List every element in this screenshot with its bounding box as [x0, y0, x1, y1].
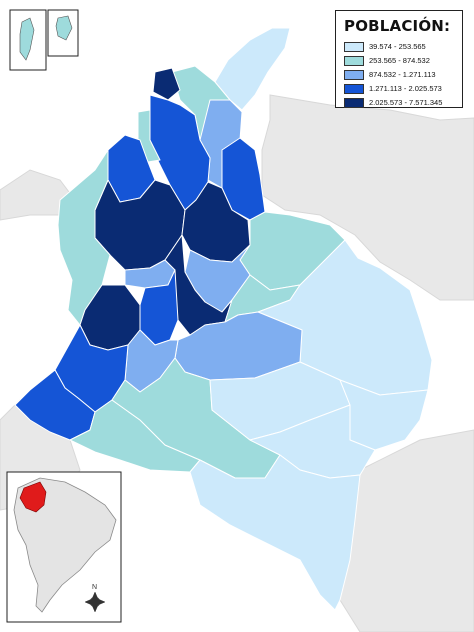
legend-item: 39.574 - 253.565	[344, 41, 456, 52]
legend-label: 39.574 - 253.565	[369, 42, 426, 51]
locator-south-america	[13, 477, 117, 613]
department-santander	[181, 181, 251, 263]
legend-item: 2.025.573 - 7.571.345	[344, 97, 456, 108]
department-amazonas	[189, 454, 361, 611]
locator-colombia-highlight	[19, 481, 47, 513]
legend-item: 874.532 - 1.271.113	[344, 69, 456, 80]
providencia-island	[55, 15, 73, 41]
legend-title: POBLACIÓN:	[344, 17, 451, 35]
san-andres-inset	[9, 9, 79, 71]
compass-icon: N	[84, 584, 106, 613]
departments	[14, 27, 433, 611]
department-la-guajira	[214, 27, 291, 111]
legend-swatch	[344, 97, 364, 108]
legend-rows: 39.574 - 253.565 253.565 - 874.532 874.532…	[344, 41, 456, 108]
compass-ring	[89, 596, 101, 608]
compass-north-label: N	[92, 584, 97, 591]
legend-label: 1.271.113 - 2.025.573	[369, 84, 442, 93]
legend-swatch	[344, 83, 364, 94]
legend-item: 253.565 - 874.532	[344, 55, 456, 66]
map-legend: POBLACIÓN: 39.574 - 253.565 253.565 - 874…	[335, 10, 463, 108]
venezuela-land	[261, 94, 474, 301]
legend-label: 2.025.573 - 7.571.345	[369, 98, 443, 107]
legend-swatch	[344, 69, 364, 80]
locator-inset: N	[6, 471, 122, 623]
legend-swatch	[344, 41, 364, 52]
compass-star	[84, 591, 106, 613]
legend-label: 253.565 - 874.532	[369, 56, 430, 65]
department-atlantico	[152, 67, 181, 101]
legend-label: 874.532 - 1.271.113	[369, 70, 436, 79]
san-andres-island	[19, 17, 35, 61]
legend-item: 1.271.113 - 2.025.573	[344, 83, 456, 94]
legend-swatch	[344, 55, 364, 66]
